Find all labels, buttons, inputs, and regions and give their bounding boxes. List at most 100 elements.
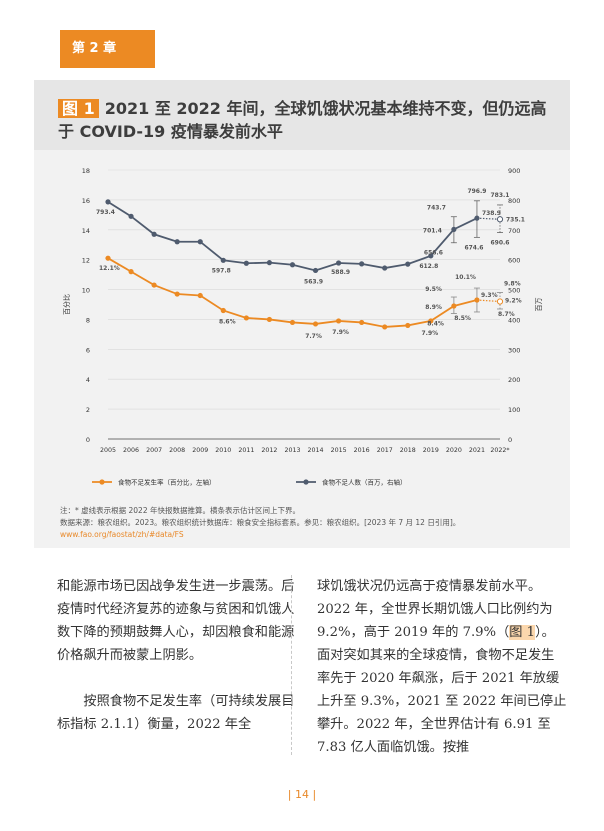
x-tick-label: 2011 (238, 447, 254, 454)
x-tick-label: 2021 (469, 447, 485, 454)
legend-label-number: 食物不足人数（百万，右轴） (322, 478, 407, 487)
prevalence-data-label: 9.3% (481, 292, 498, 299)
prevalence-data-label: 10.1% (455, 274, 476, 281)
right-tick-label: 500 (508, 287, 520, 295)
left-tick-label: 6 (86, 346, 90, 354)
figure-reference-link[interactable]: 图 1 (509, 625, 536, 640)
legend-marker-number (303, 479, 309, 485)
prevalence-undernourishment-point (428, 318, 434, 324)
number-data-label: 743.7 (427, 205, 446, 212)
number-undernourished-line-projected (476, 217, 501, 220)
number-undernourished-point (428, 253, 434, 259)
figure-badge: 图 1 (58, 99, 99, 118)
prevalence-undernourishment-point (220, 307, 226, 314)
prevalence-undernourishment-line-projected (476, 299, 501, 303)
body-column-right: 球饥饿状况仍远高于疫情暴发前水平。2022 年，全世界长期饥饿人口比例约为 9.… (317, 575, 567, 759)
prevalence-data-label: 7.7% (305, 333, 322, 340)
left-tick-label: 14 (82, 227, 90, 235)
number-undernourished-point (220, 257, 226, 263)
x-tick-label: 2022* (490, 447, 509, 454)
prevalence-undernourishment-point (197, 292, 203, 299)
chapter-label: 第 2 章 (72, 41, 117, 56)
left-tick-label: 18 (82, 167, 90, 175)
y-axis-label-left: 百分比 (62, 294, 71, 315)
column-divider (291, 575, 292, 755)
right-tick-label: 100 (508, 406, 520, 414)
x-tick-label: 2007 (146, 447, 162, 454)
number-undernourished-point (243, 260, 249, 266)
number-undernourished-point (382, 265, 388, 271)
page-number: | 14 | (287, 788, 317, 801)
number-data-label: 783.1 (491, 192, 510, 199)
x-tick-label: 2019 (423, 447, 439, 454)
prevalence-data-label: 8.9% (425, 304, 442, 311)
number-undernourished-point (266, 260, 273, 266)
number-data-label: 612.8 (419, 263, 438, 270)
number-undernourished-point (335, 260, 342, 266)
prevalence-undernourishment-point (105, 255, 111, 261)
prevalence-undernourishment-point (359, 319, 365, 326)
prevalence-undernourishment-point (382, 324, 388, 330)
number-data-label: 701.4 (423, 227, 442, 234)
number-data-label: 597.8 (212, 267, 231, 274)
figure-title: 图 1 2021 至 2022 年间，全球饥饿状况基本维持不变，但仍远高 于 CO… (58, 97, 558, 143)
number-undernourished-point (151, 231, 157, 237)
number-undernourished-point (312, 267, 319, 274)
x-tick-label: 2020 (446, 447, 462, 454)
x-tick-label: 2010 (215, 447, 231, 454)
right-tick-label: 700 (508, 227, 520, 235)
prevalence-data-label: 9.2% (505, 298, 522, 305)
prevalence-undernourishment-point (243, 315, 249, 321)
figure-title-line1: 2021 至 2022 年间，全球饥饿状况基本维持不变，但仍远高 (104, 99, 547, 118)
paragraph-right-1: 球饥饿状况仍远高于疫情暴发前水平。2022 年，全世界长期饥饿人口比例约为 9.… (317, 575, 567, 759)
figure-panel (34, 80, 570, 548)
number-undernourished-point (105, 199, 111, 205)
figure-notes: 注：* 虚线表示根据 2022 年快报数据推算。横条表示估计区间上下界。 数据来… (60, 505, 560, 541)
number-data-label: 674.6 (464, 244, 483, 251)
right-tick-label: 900 (508, 167, 520, 175)
number-data-label: 738.9 (482, 210, 501, 217)
prevalence-data-label: 7.9% (332, 329, 349, 336)
right-tick-label: 400 (508, 316, 520, 324)
hunger-line-chart: 0 2 4 6 8 10 12 14 16 18 0 100 200 300 400 500 600 700 800… (62, 167, 543, 487)
number-undernourished-point (359, 261, 365, 267)
y-axis-label-right: 百万 (535, 298, 543, 312)
number-data-label: 563.9 (304, 278, 323, 285)
figure-header (34, 80, 570, 150)
x-tick-label: 2005 (100, 447, 116, 454)
number-undernourished-point (451, 226, 457, 232)
x-tick-label: 2009 (192, 447, 208, 454)
body-column-left: 和能源市场已因战争发生进一步震荡。后疫情时代经济复苏的迹象与贫困和饥饿人数下降的… (57, 575, 307, 736)
left-tick-label: 16 (82, 197, 90, 205)
left-tick-label: 4 (86, 376, 90, 384)
number-data-label: 656.6 (424, 250, 443, 257)
prevalence-undernourishment-point (335, 318, 342, 324)
x-tick-label: 2012 (261, 447, 277, 454)
x-tick-label: 2017 (377, 447, 393, 454)
number-data-label: 690.6 (491, 240, 510, 247)
x-tick-label: 2013 (284, 447, 300, 454)
prevalence-undernourishment-point (289, 319, 296, 326)
number-undernourished-point (496, 216, 504, 223)
chapter-tab: 第 2 章 (60, 30, 155, 68)
legend-marker-prevalence (99, 479, 105, 485)
right-tick-label: 600 (508, 257, 520, 265)
x-tick-label: 2014 (308, 447, 324, 454)
x-tick-label: 2015 (331, 447, 347, 454)
number-undernourished-point (474, 215, 480, 221)
paragraph-right-text-b: ）。面对突如其来的全球疫情，食物不足发生率先于 2020 年飙涨，后于 2021… (317, 625, 567, 755)
number-data-label: 735.1 (506, 216, 525, 223)
paragraph-left-2: 按照食物不足发生率（可持续发展目标指标 2.1.1）衡量，2022 年全 (57, 694, 295, 732)
number-data-label: 796.9 (467, 188, 486, 195)
prevalence-undernourishment-point (474, 297, 480, 303)
number-undernourished-point (289, 262, 296, 268)
note-line-2: 数据来源：粮农组织。2023。粮农组织统计数据库：粮食安全指标套系。参见：粮农组… (60, 518, 461, 527)
number-undernourished-point (128, 213, 134, 219)
prevalence-undernourishment-point (151, 282, 157, 288)
x-tick-label: 2018 (400, 447, 416, 454)
left-tick-label: 0 (86, 436, 90, 444)
source-link[interactable]: www.fao.org/faostat/zh/#data/FS (60, 530, 184, 539)
prevalence-data-label: 12.1% (99, 265, 120, 272)
note-line-1: 注：* 虚线表示根据 2022 年快报数据推算。横条表示估计区间上下界。 (60, 506, 300, 515)
number-undernourished-point (405, 261, 411, 267)
